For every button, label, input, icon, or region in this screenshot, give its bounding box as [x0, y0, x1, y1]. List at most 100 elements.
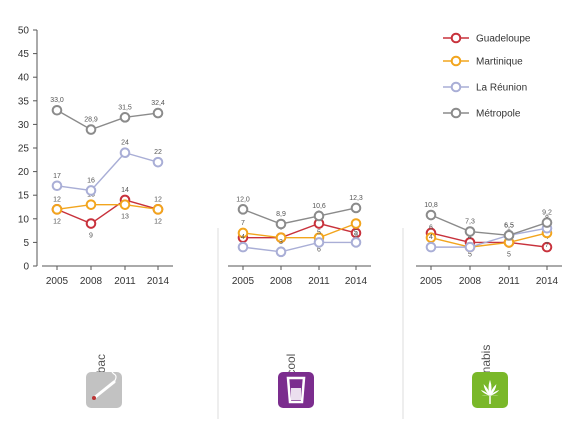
y-tick-label: 5: [23, 238, 29, 249]
data-label: 5: [317, 229, 321, 236]
y-tick-label: 10: [18, 214, 30, 225]
data-point-la-reunion: [350, 237, 362, 248]
data-label: 22: [154, 149, 162, 156]
data-point-martinique: [51, 204, 63, 215]
leaf-blade-icon: [488, 380, 492, 396]
legend-label-la-reunion: La Réunion: [476, 83, 527, 94]
series-line-la-reunion: [431, 227, 548, 248]
series-line-martinique: [56, 203, 159, 211]
legend-marker-metropole: [450, 107, 462, 119]
leaf-blade-icon: [490, 395, 499, 396]
data-point-metropole: [350, 202, 362, 214]
data-point-martinique: [119, 199, 131, 210]
data-label: 4: [468, 234, 472, 241]
data-label: 5: [507, 251, 511, 258]
data-label: 32,4: [151, 100, 165, 107]
legend-marker-la-reunion: [450, 81, 462, 93]
glass-fill-icon: [291, 388, 301, 400]
data-point-metropole: [425, 209, 437, 221]
cigarette-icon: [92, 380, 116, 400]
leaf-blade-icon: [483, 384, 490, 396]
y-tick-label: 0: [23, 262, 29, 273]
series-line-martinique: [242, 222, 357, 239]
data-point-martinique: [275, 232, 287, 243]
x-tick-label: 2005: [46, 276, 69, 287]
y-tick-label: 40: [18, 73, 30, 84]
data-label: 14: [121, 187, 129, 194]
data-point-metropole: [464, 226, 476, 237]
legend-label-guadeloupe: Guadeloupe: [476, 34, 531, 45]
data-label: 4: [468, 234, 472, 241]
data-point-martinique: [237, 227, 249, 239]
data-label: 5: [468, 251, 472, 258]
x-tick-label: 2008: [270, 276, 293, 287]
data-label: 7: [241, 220, 245, 227]
y-tick-label: 30: [18, 120, 30, 131]
leaf-blade-icon: [480, 389, 490, 396]
series-line-guadeloupe: [430, 232, 548, 248]
data-label: 10,8: [424, 202, 438, 209]
data-point-la-reunion: [51, 180, 63, 192]
leaf-blade-icon: [490, 384, 497, 396]
series-line-la-reunion: [56, 151, 159, 192]
data-point-la-reunion: [275, 246, 287, 258]
data-label: 12: [53, 196, 61, 203]
data-label: 28,9: [84, 117, 98, 124]
data-label: 33,0: [50, 97, 64, 104]
series-line-metropole: [56, 109, 159, 131]
legend-label-metropole: Métropole: [476, 109, 521, 120]
data-point-la-reunion: [85, 185, 97, 196]
data-label: 8,9: [276, 211, 286, 218]
data-label: 13: [121, 214, 129, 221]
data-label: 5: [354, 229, 358, 236]
glass-icon: [286, 376, 306, 404]
data-point-metropole: [503, 230, 515, 241]
data-label: 12: [154, 196, 162, 203]
data-label: 9: [89, 233, 93, 240]
data-point-la-reunion: [237, 241, 249, 253]
smoke-icon: [111, 366, 117, 383]
data-point-la-reunion: [425, 241, 437, 253]
series-line-martinique: [430, 232, 548, 248]
data-point-la-reunion: [119, 147, 131, 159]
series-line-metropole: [430, 214, 548, 237]
data-label: 6,5: [504, 222, 514, 229]
data-label: 7: [545, 242, 549, 249]
x-tick-label: 2008: [80, 276, 103, 287]
y-tick-label: 15: [18, 191, 30, 202]
data-point-metropole: [541, 217, 553, 228]
data-label: 12,3: [349, 195, 363, 202]
data-label: 24: [121, 140, 129, 147]
cigarette-tip-icon: [92, 396, 96, 400]
series-line-guadeloupe: [243, 222, 357, 239]
x-tick-label: 2011: [498, 276, 520, 287]
data-point-martinique: [152, 204, 164, 215]
x-tick-label: 2014: [147, 276, 170, 287]
data-point-la-reunion: [152, 156, 164, 168]
data-label: 6: [317, 247, 321, 254]
legend-marker-guadeloupe: [450, 32, 462, 44]
data-point-martinique: [85, 199, 97, 210]
series-line-la-reunion: [242, 241, 356, 253]
data-point-martinique: [350, 218, 362, 229]
y-tick-label: 50: [18, 26, 30, 37]
x-tick-label: 2005: [420, 276, 443, 287]
data-point-la-reunion: [313, 237, 325, 248]
data-label: 17: [53, 173, 61, 180]
data-point-metropole: [85, 124, 97, 135]
data-point-metropole: [313, 210, 325, 222]
y-tick-label: 20: [18, 167, 30, 178]
data-point-la-reunion: [464, 241, 476, 253]
data-point-metropole: [275, 218, 287, 230]
data-point-metropole: [51, 104, 63, 116]
data-label: 6,5: [504, 222, 514, 229]
data-label: 16: [87, 177, 95, 184]
data-label: 4: [429, 234, 433, 241]
y-tick-label: 45: [18, 49, 30, 60]
data-label: 9: [354, 233, 358, 240]
data-point-metropole: [152, 107, 164, 119]
y-tick-label: 25: [18, 144, 30, 155]
x-tick-label: 2011: [114, 276, 136, 287]
